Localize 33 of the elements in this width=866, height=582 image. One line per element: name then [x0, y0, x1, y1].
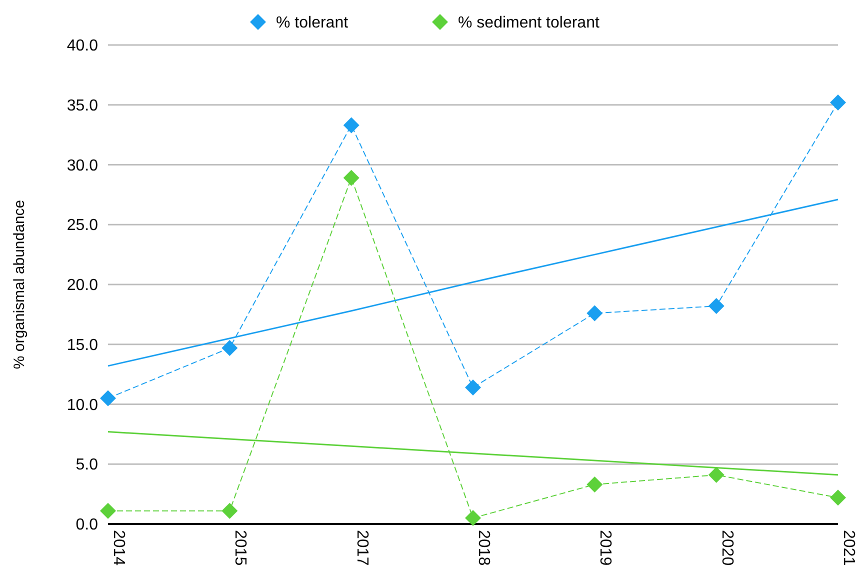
point [222, 502, 238, 519]
y-tick-label: 15.0 [66, 336, 98, 354]
x-tick-label: 2014 [110, 530, 127, 566]
x-tick-label: 2015 [232, 530, 249, 566]
point [708, 466, 724, 483]
point [830, 490, 846, 506]
point [465, 379, 481, 396]
point [708, 298, 724, 314]
point [343, 117, 360, 134]
y-tick-label: 25.0 [66, 217, 98, 234]
x-tick-label: 2019 [596, 530, 614, 566]
y-tick-label: 10.0 [66, 396, 98, 414]
legend-label: % sediment tolerant [458, 14, 600, 32]
point [465, 510, 481, 526]
point [100, 390, 116, 406]
point [586, 305, 603, 322]
y-tick-label: 40.0 [66, 38, 98, 55]
point [222, 340, 238, 356]
point [100, 502, 116, 519]
y-tick-label: 35.0 [66, 97, 98, 114]
y-tick-label: 20.0 [66, 277, 98, 294]
y-tick-label: 0.0 [76, 516, 98, 534]
y-tick-label: 30.0 [66, 157, 98, 174]
y-axis-title: % organismal abundance [11, 200, 28, 370]
point [830, 94, 846, 110]
legend-label: % tolerant [276, 14, 349, 32]
x-tick-label: 2018 [475, 530, 492, 566]
x-tick-label: 2021 [840, 530, 857, 566]
x-tick-label: 2020 [718, 530, 736, 566]
y-tick-label: 5.0 [76, 456, 98, 474]
x-tick-label: 2017 [353, 530, 370, 566]
point [586, 476, 603, 492]
point [343, 170, 360, 186]
